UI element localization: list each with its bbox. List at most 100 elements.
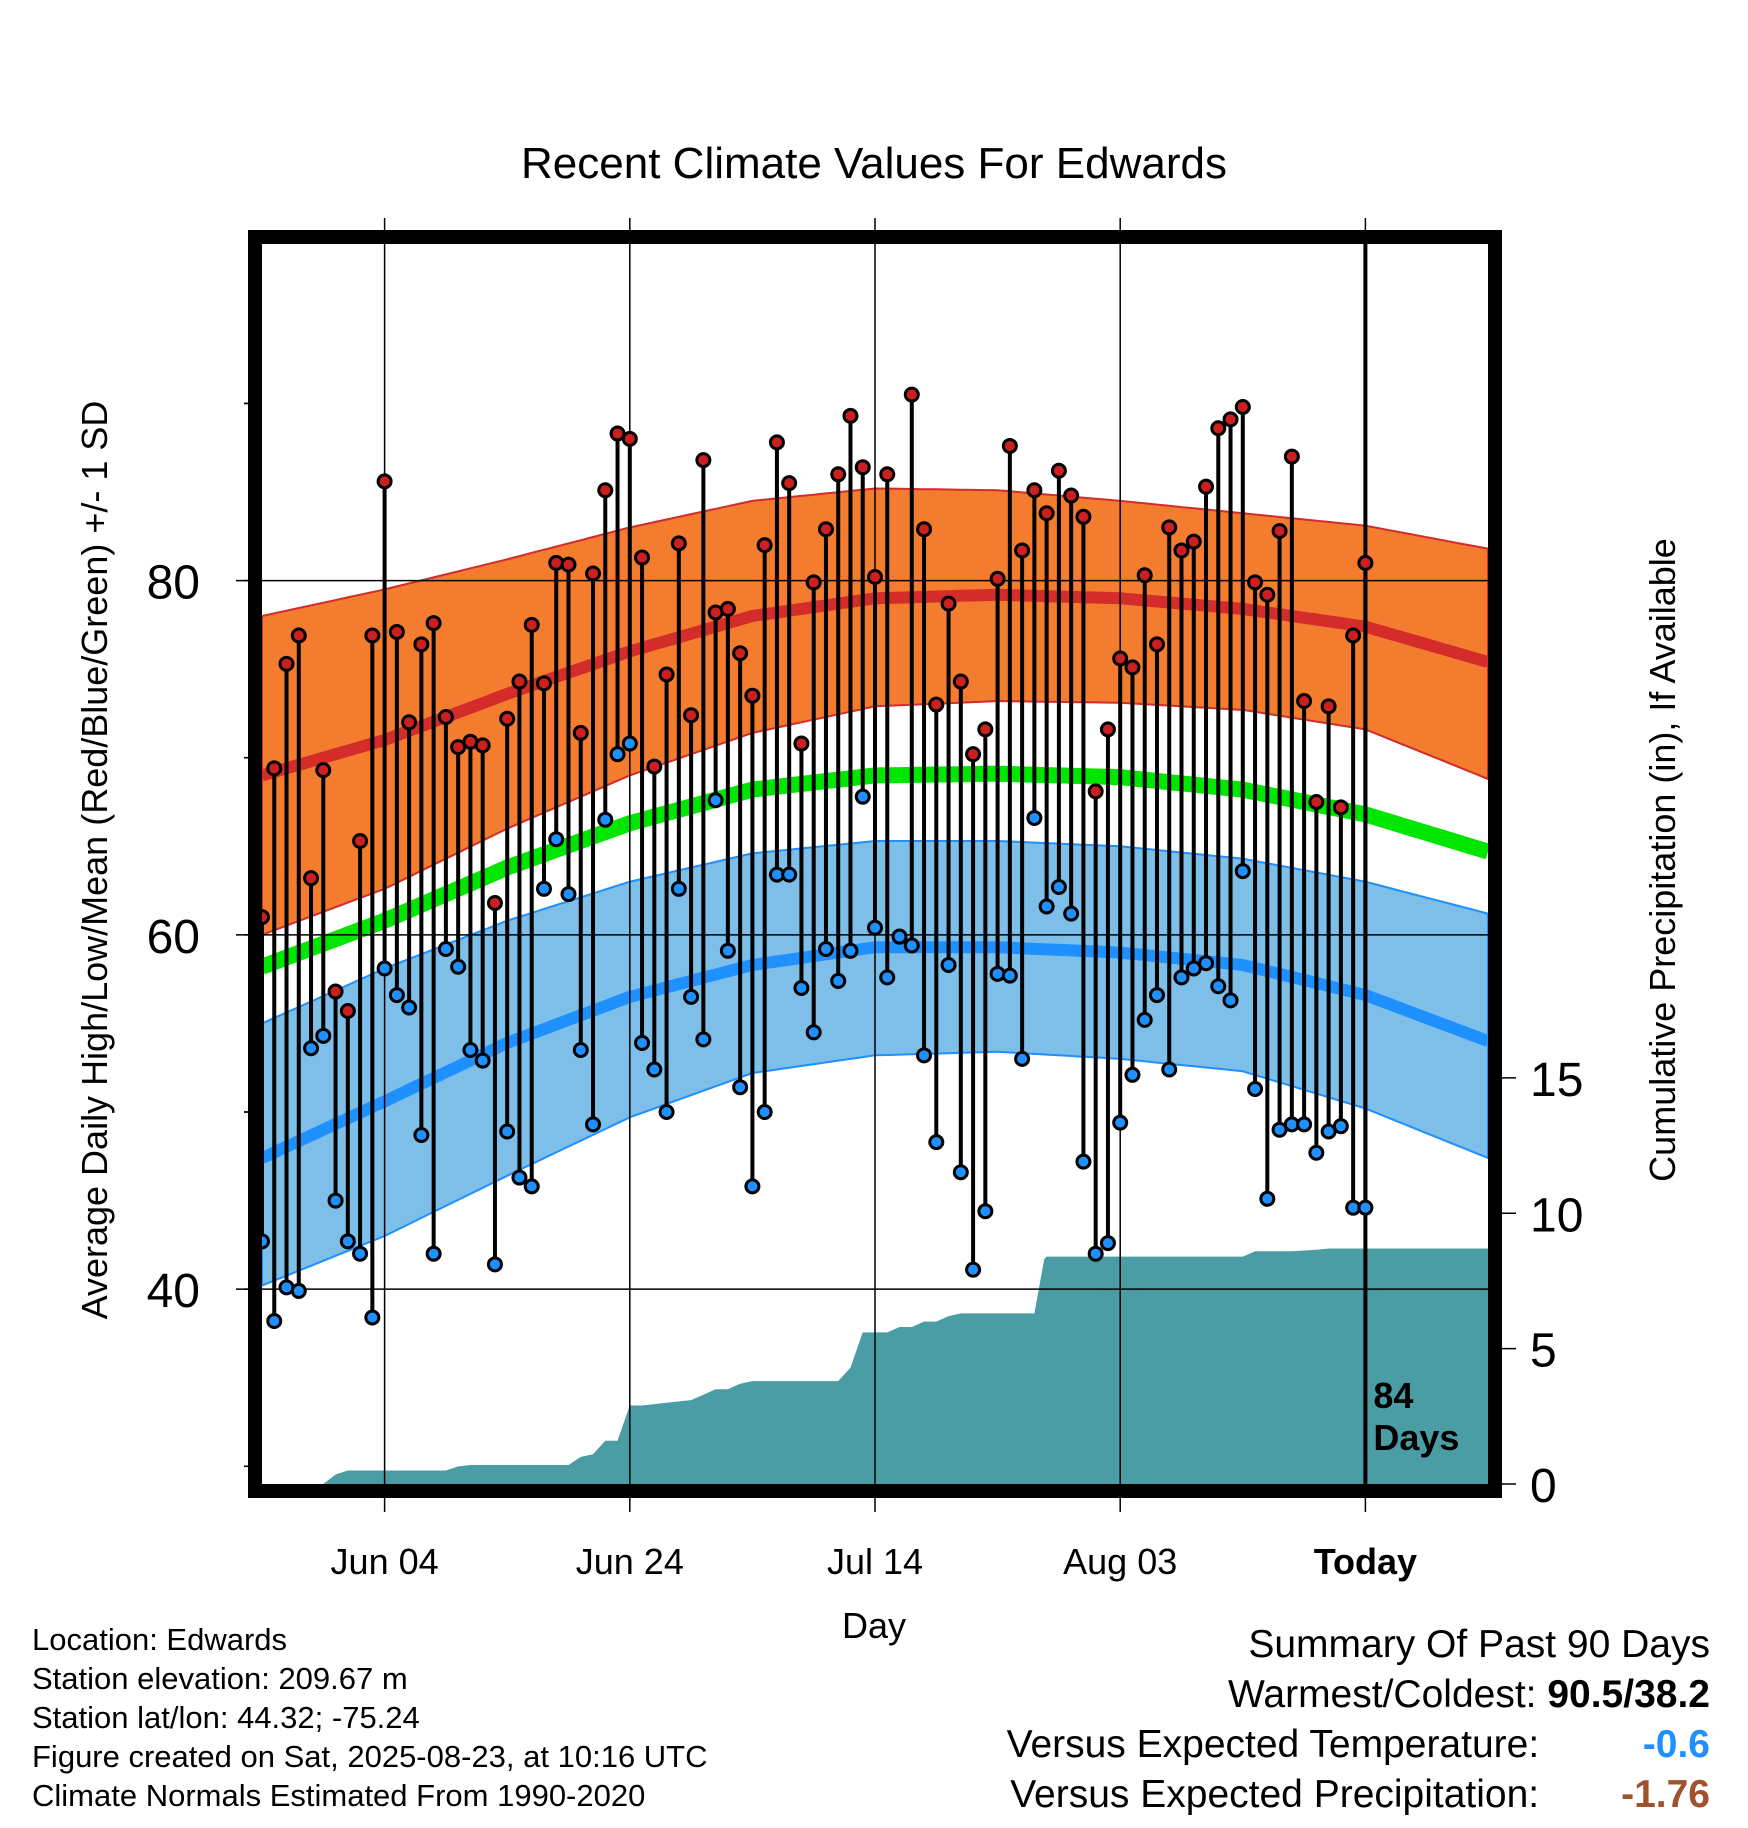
daily-high-point	[768, 434, 785, 451]
daily-low-point	[1112, 1114, 1129, 1131]
daily-low-point	[388, 987, 405, 1004]
daily-high-point	[401, 714, 418, 731]
daily-low-point	[977, 1203, 994, 1220]
daily-low-point	[670, 880, 687, 897]
daily-low-point	[867, 919, 883, 936]
plot-content: 84 Days	[262, 244, 1488, 1484]
precip-label: Versus Expected Precipitation:	[1010, 1773, 1540, 1816]
daily-high-point	[1075, 508, 1092, 525]
daily-high-point	[560, 556, 577, 573]
daily-high-point	[1234, 398, 1251, 415]
daily-high-point	[1198, 478, 1215, 495]
daily-low-point	[1014, 1050, 1031, 1067]
daily-low-point	[903, 937, 920, 954]
daily-high-point	[683, 707, 700, 724]
precip-value: -1.76	[1621, 1773, 1710, 1816]
daily-high-point	[952, 673, 969, 690]
daily-high-point	[1185, 533, 1202, 550]
warmest-label: Warmest/Coldest:	[1228, 1673, 1537, 1716]
daily-high-point	[572, 724, 589, 741]
daily-low-point	[339, 1233, 356, 1250]
daily-high-point	[262, 909, 270, 926]
daily-high-point	[425, 615, 442, 632]
days-annotation-line: 84	[1373, 1375, 1413, 1416]
daily-high-point	[830, 466, 847, 483]
x-tick-label: Today	[1314, 1541, 1417, 1582]
daily-high-point	[634, 549, 651, 566]
daily-low-point	[1063, 905, 1080, 922]
daily-high-point	[867, 569, 883, 586]
daily-high-point	[965, 746, 982, 763]
daily-low-point	[1050, 879, 1067, 896]
daily-low-point	[756, 1104, 773, 1120]
daily-high-point	[388, 623, 405, 640]
daily-high-point	[977, 721, 994, 738]
daily-high-point	[670, 535, 687, 552]
y2-axis-label: Cumulative Precipitation (in), If Availa…	[1642, 538, 1683, 1182]
daily-low-point	[634, 1034, 651, 1051]
daily-high-point	[327, 983, 344, 1000]
summary-title: Summary Of Past 90 Days	[1248, 1623, 1710, 1666]
normals-text: Climate Normals Estimated From 1990-2020	[32, 1778, 646, 1813]
daily-high-point	[1308, 794, 1325, 810]
daily-low-point	[535, 880, 552, 897]
daily-high-point	[1148, 636, 1165, 653]
daily-high-point	[1259, 586, 1276, 603]
daily-low-point	[683, 988, 700, 1005]
daily-low-point	[1148, 987, 1165, 1004]
daily-low-point	[879, 969, 896, 986]
latlon-text: Station lat/lon: 44.32; -75.24	[32, 1700, 420, 1735]
daily-low-point	[511, 1169, 528, 1186]
daily-high-point	[854, 459, 871, 476]
daily-low-point	[266, 1313, 283, 1330]
daily-high-point	[1320, 698, 1337, 715]
daily-high-point	[1173, 542, 1190, 559]
daily-low-point	[1247, 1080, 1264, 1097]
daily-low-point	[817, 941, 834, 958]
daily-low-point	[1075, 1153, 1092, 1170]
daily-high-point	[1087, 783, 1104, 800]
daily-high-point	[903, 386, 920, 403]
daily-low-point	[1210, 978, 1227, 995]
daily-high-point	[1357, 554, 1374, 571]
daily-high-point	[376, 473, 393, 490]
daily-low-point	[719, 942, 736, 959]
daily-high-point	[940, 595, 957, 612]
daily-high-point	[1247, 574, 1264, 591]
days-annotation-line: Days	[1373, 1417, 1459, 1458]
daily-low-point	[585, 1116, 602, 1133]
daily-low-point	[1026, 809, 1043, 826]
daily-low-point	[572, 1042, 589, 1058]
daily-high-point	[621, 430, 638, 447]
daily-high-point	[1063, 487, 1080, 504]
daily-high-point	[585, 565, 602, 582]
temp-value: -0.6	[1642, 1723, 1710, 1766]
temp-label: Versus Expected Temperature:	[1006, 1723, 1540, 1766]
x-axis-label: Day	[842, 1605, 906, 1646]
daily-low-point	[413, 1127, 430, 1144]
created-text: Figure created on Sat, 2025-08-23, at 10…	[32, 1739, 708, 1774]
x-tick-label: Jun 04	[331, 1541, 439, 1582]
station-info: Location: Edwards Station elevation: 209…	[32, 1620, 708, 1815]
daily-high-point	[1136, 567, 1153, 584]
daily-high-point	[744, 687, 761, 704]
daily-high-point	[658, 666, 675, 683]
daily-high-point	[486, 894, 503, 911]
location-text: Location: Edwards	[32, 1622, 288, 1657]
daily-high-point	[511, 673, 528, 690]
daily-low-point	[352, 1245, 369, 1262]
daily-low-point	[658, 1104, 675, 1120]
daily-low-point	[854, 788, 871, 805]
daily-low-point	[376, 960, 393, 977]
daily-high-point	[1112, 650, 1129, 667]
daily-low-point	[425, 1245, 442, 1262]
daily-low-point	[450, 958, 467, 975]
daily-high-point	[1124, 659, 1141, 676]
daily-low-point	[707, 792, 724, 809]
daily-low-point	[315, 1027, 332, 1044]
y-axis-label: Average Daily High/Low/Mean (Red/Blue/Gr…	[74, 401, 115, 1320]
y2-tick-label: 10	[1530, 1189, 1583, 1242]
daily-high-point	[339, 1003, 356, 1020]
daily-low-point	[781, 866, 798, 883]
